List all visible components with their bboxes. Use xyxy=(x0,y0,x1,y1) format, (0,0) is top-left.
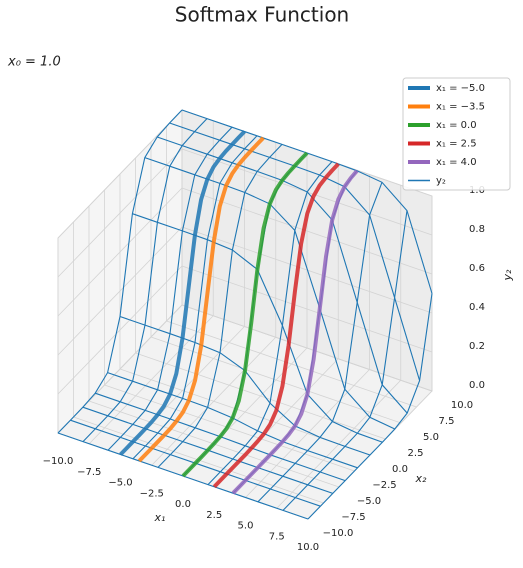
x-axis-label: x₁ xyxy=(154,511,166,524)
z-axis-label: y₂ xyxy=(501,269,514,282)
legend-label: x₁ = 0.0 xyxy=(436,120,477,131)
curves xyxy=(119,130,359,495)
legend-label: x₁ = −3.5 xyxy=(436,102,485,113)
y-tick-label: 0.0 xyxy=(392,464,408,475)
grid-line xyxy=(181,187,433,275)
curve-line xyxy=(137,136,265,463)
z-tick-label: 0.0 xyxy=(469,380,485,391)
y-tick-label: 7.5 xyxy=(439,416,455,427)
grid-line xyxy=(57,265,183,395)
z-tick-label: 0.4 xyxy=(469,302,485,313)
chart-title: Softmax Function xyxy=(175,3,349,27)
x-tick-label: 0.0 xyxy=(175,499,191,510)
curve-line xyxy=(119,130,246,456)
legend: x₁ = −5.0 x₁ = −3.5 x₁ = 0.0 x₁ = 2.5 x₁ = 4… xyxy=(402,77,511,191)
y-tick-label: −2.5 xyxy=(372,480,396,491)
grid-line xyxy=(57,226,183,356)
z-tick-label: 0.2 xyxy=(469,341,485,352)
y-tick-label: 10.0 xyxy=(451,400,473,411)
grid-line xyxy=(104,384,355,472)
x-tick-label: −10.0 xyxy=(43,456,74,467)
grid-line xyxy=(57,148,183,278)
x-tick-label: −5.0 xyxy=(108,478,132,489)
grid-line xyxy=(166,320,417,408)
legend-label: x₁ = 2.5 xyxy=(436,139,477,150)
grid-line xyxy=(181,265,433,353)
y-tick-label: −7.5 xyxy=(341,512,365,523)
legend-label: x₁ = −5.0 xyxy=(436,83,485,94)
z-tick-label: 0.6 xyxy=(469,263,485,274)
curve-line xyxy=(231,169,359,495)
y-tick-label: −5.0 xyxy=(357,496,381,507)
annotation: x₀ = 1.0 xyxy=(7,55,61,70)
y-tick-label: 2.5 xyxy=(408,448,424,459)
legend-label: y₂ xyxy=(436,176,446,187)
legend-label: x₁ = 4.0 xyxy=(436,157,477,168)
x-tick-label: 7.5 xyxy=(269,531,285,542)
x-tick-label: −2.5 xyxy=(140,488,164,499)
grid-line xyxy=(57,109,183,239)
x-tick-label: 5.0 xyxy=(238,521,254,532)
x-tick-label: 10.0 xyxy=(297,542,319,553)
curve-line xyxy=(181,151,309,478)
y-tick-label: −10.0 xyxy=(323,528,354,539)
x-tick-label: 2.5 xyxy=(206,510,222,521)
grid-line xyxy=(57,187,183,317)
y-tick-label: 5.0 xyxy=(423,432,439,443)
y-axis-label: x₂ xyxy=(415,472,428,485)
legend-box xyxy=(402,77,511,191)
z-tick-label: 0.8 xyxy=(469,224,485,235)
x-tick-label: −7.5 xyxy=(77,467,101,478)
curve-line xyxy=(212,162,340,489)
labels: −10.0−7.5−5.0−2.50.02.55.07.510.0−10.0−7… xyxy=(43,185,485,553)
